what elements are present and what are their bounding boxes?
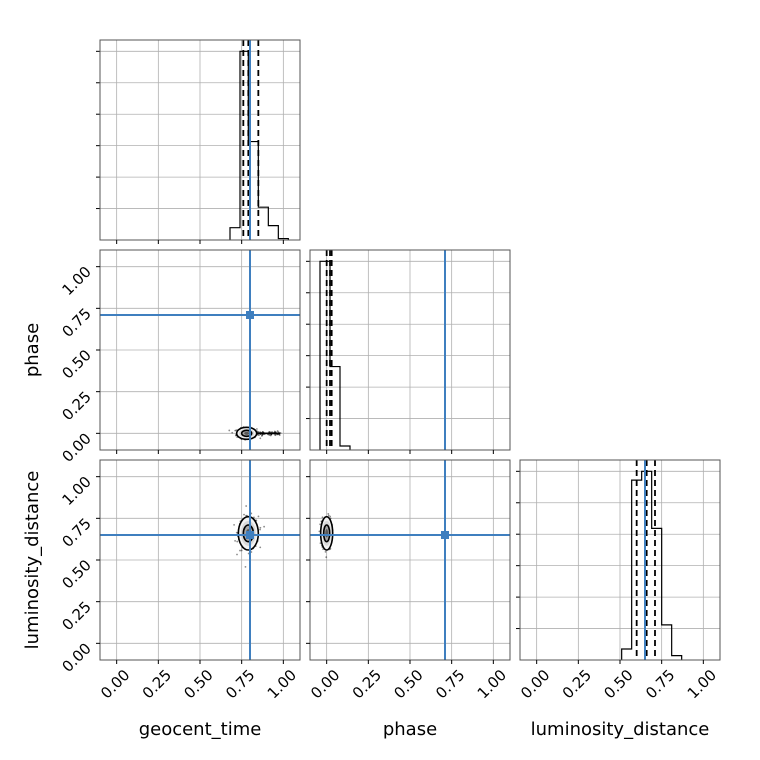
panel-geocent_time-vs-luminosity_distance: 0.00 0.25 0.50 0.75 1.000.000.250.500.751.00 (58, 459, 301, 702)
sample-point (259, 546, 262, 549)
y-tick-label: 0.50 (58, 556, 94, 592)
sample-point (276, 430, 279, 433)
x-tick-label: 0.75 (222, 666, 258, 702)
contour-inner (240, 429, 253, 438)
sample-point (324, 550, 327, 553)
x-tick-label: 0.75 (642, 666, 678, 702)
x-axis-label-luminosity_distance: luminosity_distance (531, 719, 710, 740)
contour-outer (319, 515, 334, 551)
sample-point (233, 523, 235, 526)
sample-point (255, 428, 258, 430)
sample-point (240, 549, 243, 552)
x-tick-label: 1.00 (474, 666, 510, 702)
sample-point (260, 434, 263, 437)
sample-point (239, 549, 241, 552)
y-tick-label: 0.50 (58, 346, 94, 382)
sample-point (259, 526, 262, 529)
sample-point (263, 525, 266, 528)
contour-inner (322, 524, 331, 543)
histogram-phase (319, 260, 351, 450)
sample-point (257, 515, 260, 518)
y-tick-label: 0.75 (58, 304, 94, 340)
panel-geocent_time-marginal (96, 39, 301, 244)
panel-content (520, 460, 720, 660)
y-tick-label: 0.00 (58, 429, 94, 465)
sample-point (244, 565, 247, 568)
panel-content (100, 460, 300, 660)
truth-marker (246, 531, 254, 539)
sample-point (327, 514, 330, 517)
x-tick-label: 0.50 (180, 666, 216, 702)
x-tick-label: 1.00 (264, 666, 300, 702)
panel-content (310, 250, 510, 450)
sample-point (234, 429, 237, 432)
x-tick-label: 1.00 (684, 666, 720, 702)
sample-point (231, 431, 234, 434)
sample-point (234, 539, 236, 542)
x-tick-label: 0.25 (139, 666, 175, 702)
panel-luminosity_distance-marginal: 0.00 0.25 0.50 0.75 1.00 (516, 459, 721, 702)
y-tick-label: 0.25 (58, 598, 94, 634)
x-tick-label: 0.50 (390, 666, 426, 702)
x-tick-label: 0.00 (97, 666, 133, 702)
truth-marker (441, 531, 449, 539)
sample-point (245, 505, 248, 507)
sample-point (318, 530, 321, 533)
sample-point (321, 516, 324, 519)
sample-point (243, 513, 245, 516)
x-axis-label-geocent_time: geocent_time (139, 719, 262, 740)
panel-content (310, 460, 510, 660)
panel-content (100, 40, 300, 240)
histogram-luminosity_distance (621, 470, 683, 660)
y-tick-label: 0.00 (58, 639, 94, 675)
density-level (244, 431, 250, 435)
panel-content (100, 250, 300, 450)
sample-point (319, 523, 322, 526)
x-axis-label-phase: phase (383, 719, 437, 740)
y-tick-label: 0.75 (58, 514, 94, 550)
sample-point (235, 531, 238, 534)
sample-point (325, 556, 328, 559)
contour-outer (237, 515, 260, 551)
sample-point (236, 540, 239, 543)
y-axis-label-phase: phase (22, 323, 43, 377)
x-tick-label: 0.00 (307, 666, 343, 702)
sample-point (236, 553, 238, 556)
x-tick-label: 0.00 (517, 666, 553, 702)
x-tick-label: 0.50 (600, 666, 636, 702)
sample-point (327, 512, 330, 515)
y-axis-label-luminosity_distance: luminosity_distance (22, 471, 43, 650)
density-level (325, 529, 329, 538)
y-tick-label: 1.00 (58, 473, 94, 509)
x-tick-label: 0.75 (432, 666, 468, 702)
x-tick-label: 0.25 (349, 666, 385, 702)
truth-marker (246, 311, 254, 319)
sample-point (257, 434, 260, 437)
x-tick-label: 0.25 (559, 666, 595, 702)
sample-point (259, 528, 261, 531)
y-tick-label: 0.25 (58, 388, 94, 424)
panel-phase-vs-luminosity_distance: 0.00 0.25 0.50 0.75 1.00 (306, 459, 511, 702)
sample-point (253, 516, 255, 519)
panel-phase-marginal (306, 249, 511, 454)
sample-point (228, 429, 231, 432)
sample-point (329, 515, 332, 518)
panel-geocent_time-vs-phase: 0.00 0.25 0.50 0.75 1.00 (58, 249, 301, 466)
sample-point (259, 437, 262, 440)
sample-point (278, 434, 281, 436)
y-tick-label: 1.00 (58, 263, 94, 299)
sample-point (279, 432, 282, 434)
